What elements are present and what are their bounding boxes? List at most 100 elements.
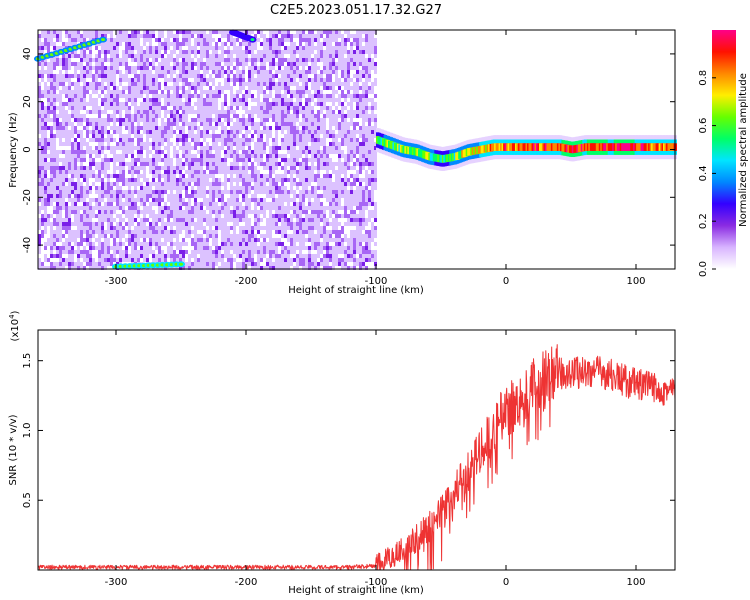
- heatmap-noise-cell: [110, 134, 113, 138]
- heatmap-noise-cell: [50, 166, 53, 170]
- heatmap-noise-cell: [272, 106, 275, 110]
- heatmap-noise-cell: [170, 230, 173, 234]
- heatmap-noise-cell: [167, 66, 170, 70]
- heatmap-noise-cell: [92, 258, 95, 262]
- heatmap-noise-cell: [128, 234, 131, 238]
- heatmap-noise-cell: [41, 266, 44, 270]
- heatmap-noise-cell: [311, 202, 314, 206]
- heatmap-noise-cell: [200, 186, 203, 190]
- heatmap-noise-cell: [206, 62, 209, 66]
- heatmap-noise-cell: [89, 210, 92, 214]
- heatmap-noise-cell: [68, 90, 71, 94]
- heatmap-noise-cell: [227, 198, 230, 202]
- heatmap-noise-cell: [158, 130, 161, 134]
- heatmap-noise-cell: [140, 138, 143, 142]
- heatmap-noise-cell: [107, 122, 110, 126]
- heatmap-noise-cell: [122, 86, 125, 90]
- heatmap-noise-cell: [335, 78, 338, 82]
- heatmap-noise-cell: [329, 162, 332, 166]
- heatmap-noise-cell: [95, 122, 98, 126]
- heatmap-noise-cell: [278, 226, 281, 230]
- heatmap-noise-cell: [122, 226, 125, 230]
- heatmap-noise-cell: [332, 190, 335, 194]
- heatmap-noise-cell: [314, 102, 317, 106]
- heatmap-noise-cell: [215, 234, 218, 238]
- heatmap-noise-cell: [188, 82, 191, 86]
- heatmap-noise-cell: [263, 238, 266, 242]
- heatmap-noise-cell: [284, 106, 287, 110]
- heatmap-noise-cell: [140, 58, 143, 62]
- heatmap-noise-cell: [290, 126, 293, 130]
- heatmap-noise-cell: [254, 170, 257, 174]
- heatmap-noise-cell: [236, 118, 239, 122]
- heatmap-noise-cell: [212, 46, 215, 50]
- heatmap-noise-cell: [167, 130, 170, 134]
- heatmap-noise-cell: [323, 66, 326, 70]
- heatmap-noise-cell: [269, 174, 272, 178]
- heatmap-noise-cell: [179, 182, 182, 186]
- heatmap-noise-cell: [41, 222, 44, 226]
- heatmap-noise-cell: [239, 126, 242, 130]
- heatmap-noise-cell: [293, 146, 296, 150]
- heatmap-noise-cell: [257, 218, 260, 222]
- heatmap-noise-cell: [257, 54, 260, 58]
- heatmap-noise-cell: [116, 42, 119, 46]
- heatmap-noise-cell: [146, 150, 149, 154]
- heatmap-noise-cell: [212, 62, 215, 66]
- heatmap-noise-cell: [224, 150, 227, 154]
- heatmap-noise-cell: [62, 150, 65, 154]
- heatmap-noise-cell: [113, 146, 116, 150]
- heatmap-noise-cell: [110, 106, 113, 110]
- heatmap-noise-cell: [227, 218, 230, 222]
- heatmap-noise-cell: [170, 266, 173, 270]
- heatmap-noise-cell: [65, 206, 68, 210]
- heatmap-noise-cell: [293, 46, 296, 50]
- heatmap-noise-cell: [80, 130, 83, 134]
- heatmap-noise-cell: [302, 58, 305, 62]
- heatmap-noise-cell: [275, 166, 278, 170]
- heatmap-noise-cell: [128, 258, 131, 262]
- heatmap-noise-cell: [140, 250, 143, 254]
- heatmap-noise-cell: [71, 74, 74, 78]
- heatmap-noise-cell: [185, 54, 188, 58]
- heatmap-noise-cell: [71, 62, 74, 66]
- heatmap-noise-cell: [233, 198, 236, 202]
- heatmap-noise-cell: [266, 230, 269, 234]
- heatmap-noise-cell: [296, 158, 299, 162]
- heatmap-noise-cell: [218, 62, 221, 66]
- heatmap-noise-cell: [227, 78, 230, 82]
- heatmap-noise-cell: [215, 42, 218, 46]
- heatmap-noise-cell: [170, 66, 173, 70]
- heatmap-noise-cell: [155, 254, 158, 258]
- heatmap-noise-cell: [317, 146, 320, 150]
- heatmap-noise-cell: [323, 166, 326, 170]
- heatmap-noise-cell: [308, 254, 311, 258]
- heatmap-noise-cell: [329, 230, 332, 234]
- heatmap-noise-cell: [50, 238, 53, 242]
- heatmap-noise-cell: [59, 78, 62, 82]
- heatmap-noise-cell: [299, 34, 302, 38]
- heatmap-noise-cell: [329, 34, 332, 38]
- heatmap-noise-cell: [242, 194, 245, 198]
- heatmap-noise-cell: [311, 266, 314, 270]
- heatmap-noise-cell: [56, 154, 59, 158]
- heatmap-noise-cell: [200, 194, 203, 198]
- heatmap-noise-cell: [281, 62, 284, 66]
- heatmap-noise-cell: [194, 190, 197, 194]
- heatmap-noise-cell: [62, 158, 65, 162]
- heatmap-noise-cell: [308, 190, 311, 194]
- heatmap-noise-cell: [191, 214, 194, 218]
- heatmap-noise-cell: [86, 62, 89, 66]
- heatmap-noise-cell: [323, 218, 326, 222]
- heatmap-noise-cell: [248, 262, 251, 266]
- heatmap-noise-cell: [161, 90, 164, 94]
- heatmap-noise-cell: [230, 102, 233, 106]
- heatmap-noise-cell: [50, 78, 53, 82]
- heatmap-noise-cell: [113, 154, 116, 158]
- heatmap-noise-cell: [128, 226, 131, 230]
- heatmap-noise-cell: [326, 154, 329, 158]
- heatmap-noise-cell: [323, 190, 326, 194]
- heatmap-noise-cell: [110, 182, 113, 186]
- heatmap-noise-cell: [251, 82, 254, 86]
- heatmap-noise-cell: [224, 174, 227, 178]
